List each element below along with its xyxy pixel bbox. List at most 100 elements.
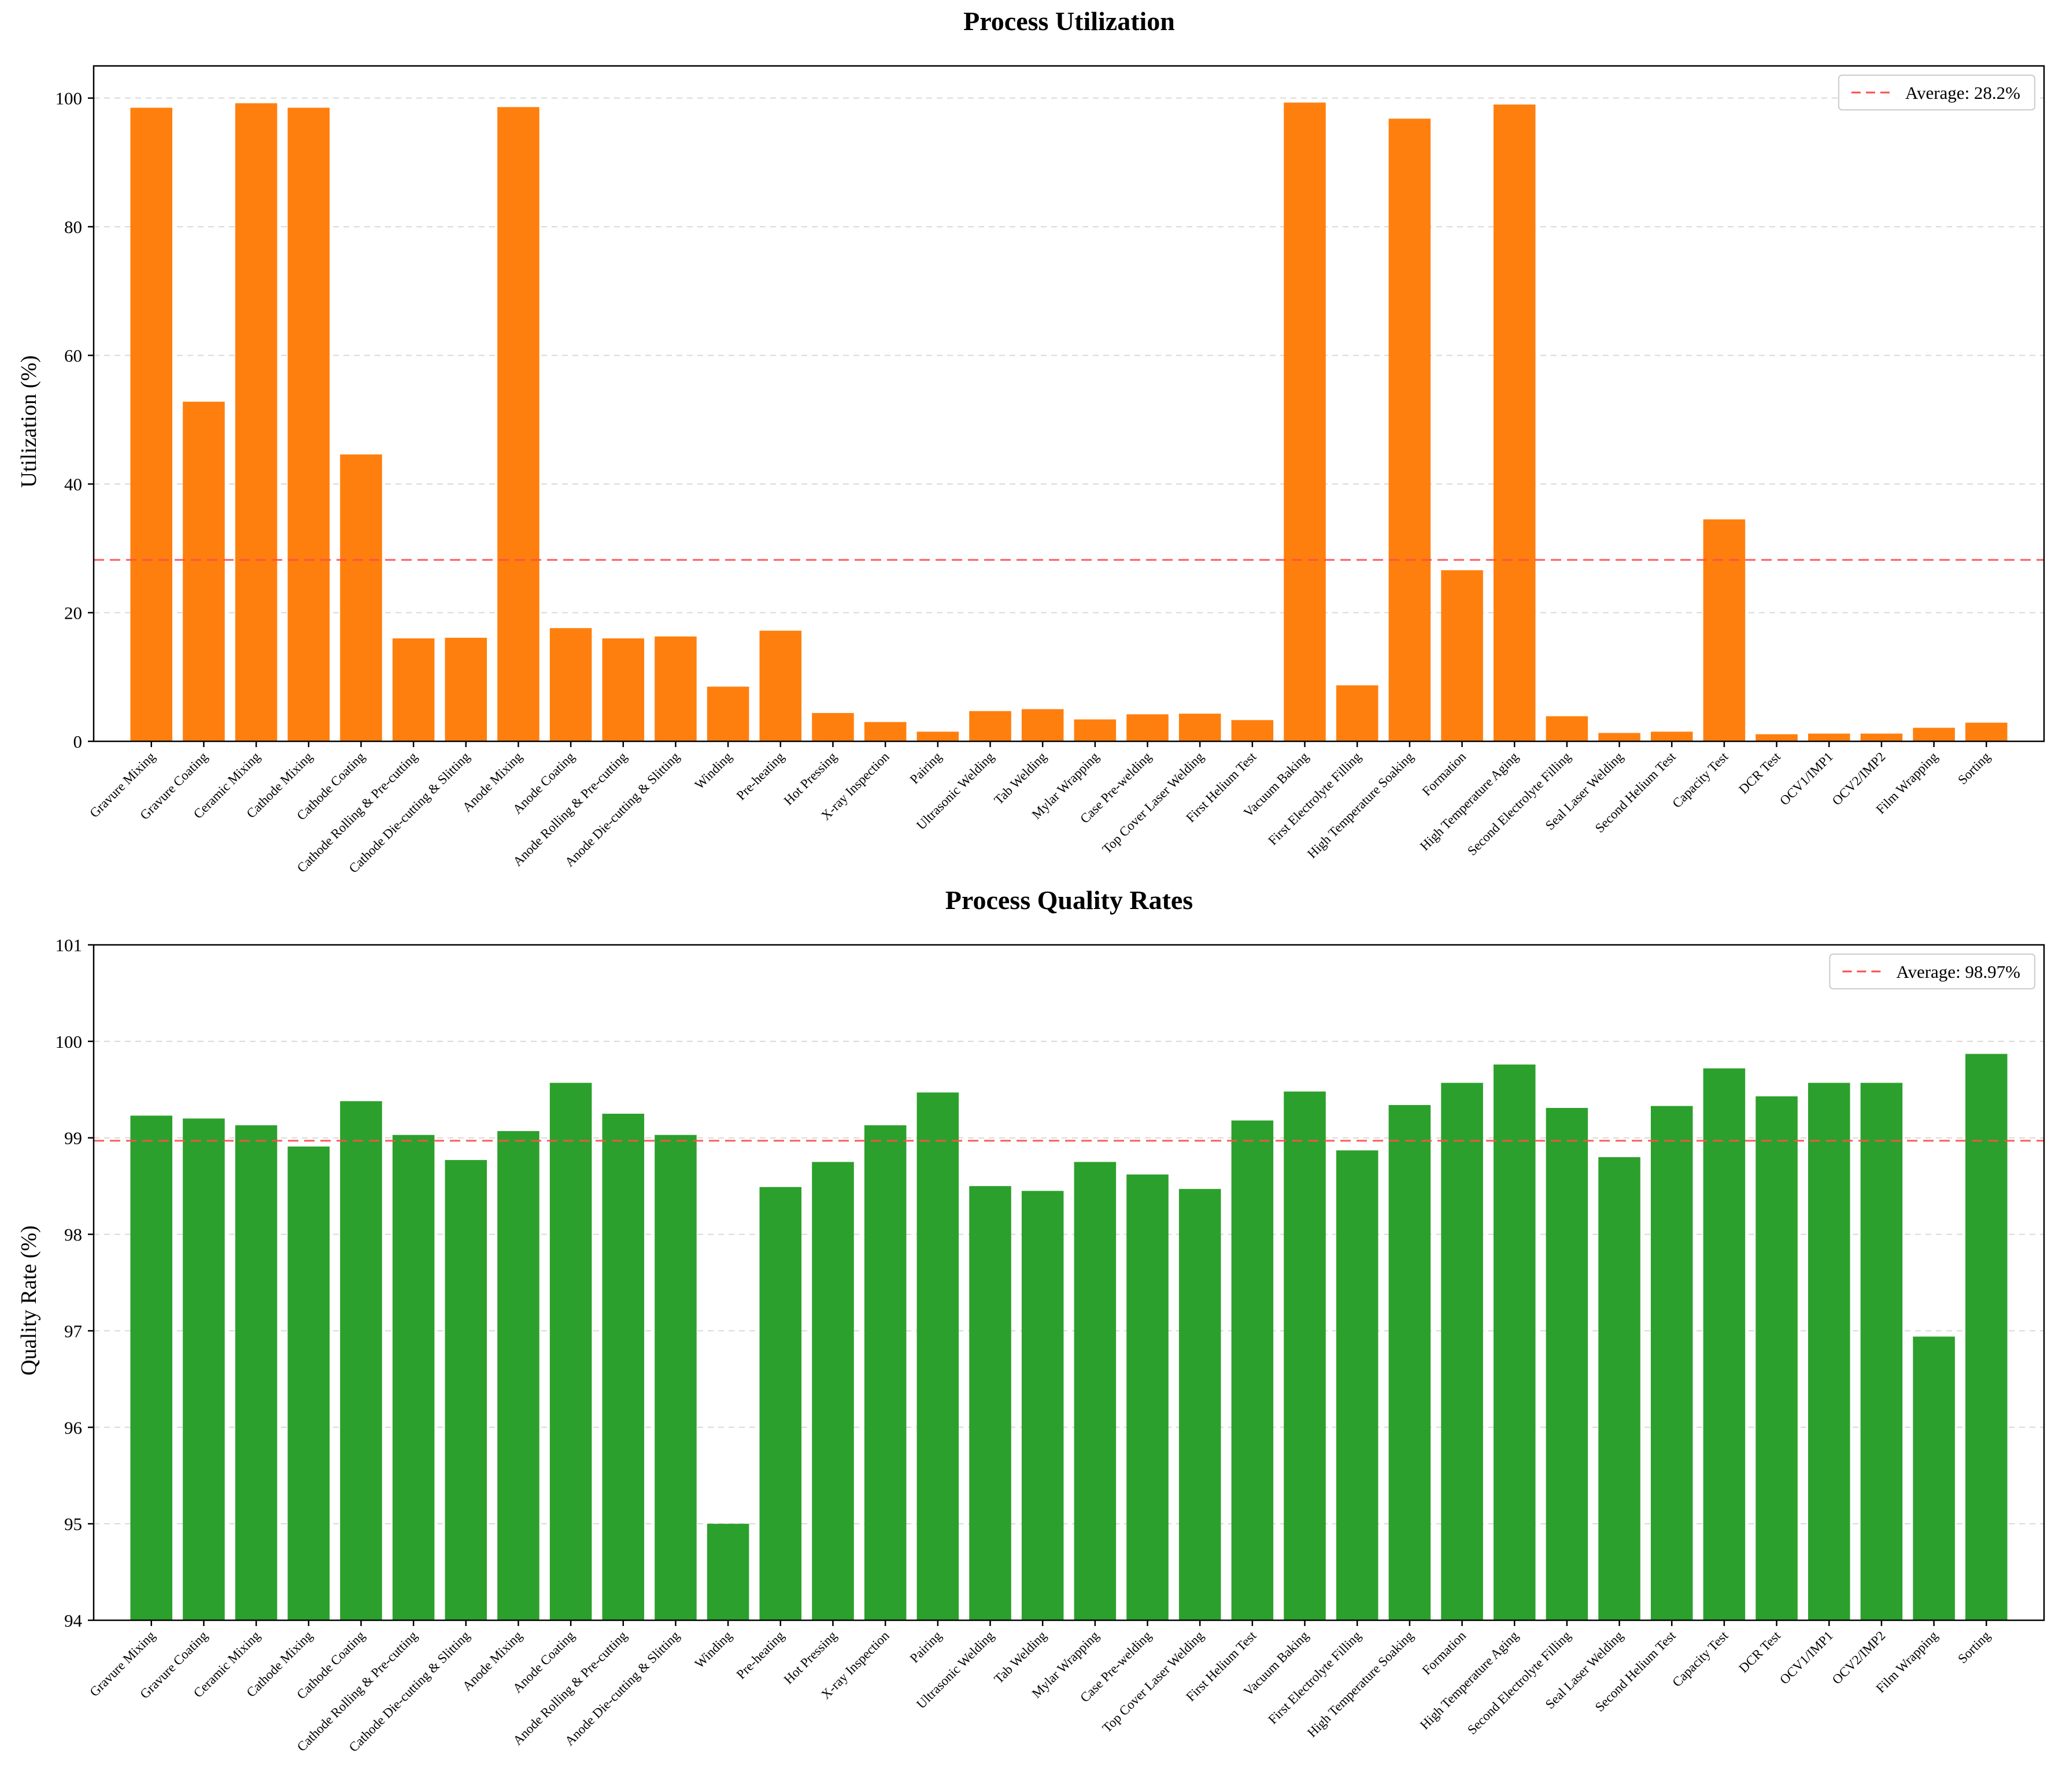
quality-x-tick-label: OCV1/IMP1 bbox=[1777, 1628, 1836, 1687]
utilization-bar bbox=[1703, 519, 1746, 741]
utilization-bar bbox=[1388, 119, 1431, 742]
quality-bar bbox=[1231, 1120, 1274, 1620]
quality-bar bbox=[969, 1186, 1011, 1620]
utilization-x-tick-label: Pre-heating bbox=[734, 749, 788, 803]
quality-bar bbox=[392, 1135, 435, 1620]
quality-x-tick-label: Winding bbox=[692, 1628, 735, 1671]
utilization-x-tick-label: High Temperature Aging bbox=[1417, 749, 1521, 853]
quality-gridlines bbox=[94, 1040, 2044, 1525]
utilization-x-tick-label: First Electrolyte Filling bbox=[1265, 749, 1364, 848]
quality-y-ticks: 94 95 96 97 98 99 100 101 bbox=[56, 935, 94, 1631]
utilization-gridlines bbox=[94, 97, 2044, 614]
quality-bar bbox=[445, 1160, 487, 1620]
quality-x-tick-label: High Temperature Soaking bbox=[1304, 1628, 1417, 1741]
utilization-bar bbox=[864, 722, 907, 741]
utilization-bar bbox=[655, 636, 697, 741]
quality-x-tick-label: Anode Die-cutting & Slitting bbox=[562, 1628, 682, 1749]
utilization-bar bbox=[1913, 727, 1955, 741]
quality-bar bbox=[1860, 1082, 1903, 1620]
utilization-bar bbox=[1074, 719, 1117, 741]
utilization-bar bbox=[1441, 570, 1483, 741]
utilization-x-tick-label: Formation bbox=[1420, 749, 1469, 799]
quality-x-tick-label: OCV2/IMP2 bbox=[1830, 1628, 1888, 1687]
utilization-y-tick-label: 100 bbox=[56, 88, 83, 109]
quality-bar bbox=[1650, 1106, 1693, 1620]
quality-bar bbox=[497, 1131, 539, 1620]
quality-bar bbox=[1493, 1064, 1536, 1620]
quality-bar bbox=[549, 1082, 592, 1620]
utilization-bar bbox=[759, 630, 802, 741]
utilization-bar bbox=[1965, 722, 2008, 741]
quality-bar bbox=[602, 1114, 645, 1620]
quality-bar bbox=[916, 1092, 959, 1620]
quality-x-tick-label: Hot Pressing bbox=[781, 1628, 840, 1687]
utilization-x-tick-label: OCV2/IMP2 bbox=[1830, 749, 1888, 808]
utilization-bar bbox=[183, 401, 225, 741]
utilization-legend: Average: 28.2% bbox=[1838, 75, 2035, 110]
utilization-x-tick-label: Tab Welding bbox=[991, 749, 1049, 808]
quality-bar bbox=[130, 1115, 173, 1620]
utilization-bar bbox=[916, 731, 959, 741]
quality-y-tick-label: 100 bbox=[56, 1032, 83, 1052]
utilization-x-tick-label: Top Cover Laser Welding bbox=[1100, 749, 1207, 857]
quality-x-tick-label: DCR Test bbox=[1736, 1628, 1783, 1675]
quality-y-tick-label: 96 bbox=[64, 1417, 82, 1438]
quality-chart: Process Quality Rates Quality Rate (%) 9… bbox=[17, 885, 2045, 1755]
utilization-bar bbox=[549, 628, 592, 741]
utilization-plot-frame bbox=[93, 65, 2045, 742]
quality-bar bbox=[1021, 1191, 1064, 1620]
utilization-x-tick-label: Sorting bbox=[1955, 749, 1993, 788]
quality-x-tick-label: Pre-heating bbox=[734, 1628, 788, 1682]
quality-bar bbox=[864, 1125, 907, 1620]
utilization-bar bbox=[1336, 685, 1378, 741]
quality-bar bbox=[707, 1524, 749, 1620]
quality-bar bbox=[655, 1135, 697, 1620]
utilization-bar bbox=[1650, 731, 1693, 741]
utilization-axes bbox=[93, 65, 2045, 742]
utilization-y-tick-label: 60 bbox=[64, 346, 82, 366]
utilization-y-tick-label: 0 bbox=[73, 731, 83, 752]
utilization-bar bbox=[707, 686, 749, 741]
utilization-x-tick-label: Winding bbox=[692, 749, 735, 792]
utilization-bar bbox=[392, 638, 435, 741]
quality-bars bbox=[130, 1054, 2008, 1620]
quality-x-tick-label: Top Cover Laser Welding bbox=[1100, 1628, 1207, 1736]
utilization-y-tick-label: 20 bbox=[64, 603, 82, 623]
quality-bar bbox=[1388, 1104, 1431, 1620]
utilization-x-tick-label: Hot Pressing bbox=[781, 749, 840, 808]
quality-bar bbox=[287, 1146, 330, 1620]
utilization-bar bbox=[1178, 714, 1221, 741]
utilization-legend-label: Average: 28.2% bbox=[1905, 83, 2020, 103]
utilization-bar bbox=[1021, 709, 1064, 741]
quality-bar bbox=[1546, 1107, 1588, 1620]
quality-bar bbox=[759, 1187, 802, 1620]
utilization-bar bbox=[1231, 720, 1274, 741]
quality-bar bbox=[1074, 1162, 1117, 1620]
utilization-legend-box bbox=[1838, 75, 2035, 110]
utilization-y-axis-label: Utilization (%) bbox=[17, 356, 41, 488]
utilization-chart-title: Process Utilization bbox=[963, 6, 1175, 36]
quality-bar bbox=[1441, 1082, 1483, 1620]
utilization-bar bbox=[1546, 716, 1588, 741]
quality-bar bbox=[1336, 1150, 1378, 1620]
utilization-bar bbox=[602, 638, 645, 741]
utilization-bar bbox=[130, 108, 173, 741]
quality-plot-frame bbox=[93, 944, 2045, 1621]
quality-x-tick-label: High Temperature Aging bbox=[1417, 1628, 1521, 1732]
quality-bar bbox=[1965, 1054, 2008, 1620]
quality-legend: Average: 98.97% bbox=[1829, 954, 2035, 989]
utilization-x-tick-label: High Temperature Soaking bbox=[1304, 749, 1417, 862]
quality-x-tick-label: Formation bbox=[1420, 1628, 1469, 1678]
utilization-bar bbox=[1126, 714, 1169, 741]
utilization-bar bbox=[812, 713, 854, 741]
quality-bar bbox=[183, 1118, 225, 1620]
quality-y-tick-label: 94 bbox=[64, 1610, 83, 1631]
utilization-bar bbox=[445, 637, 487, 741]
utilization-bar bbox=[1493, 104, 1536, 741]
quality-y-tick-label: 98 bbox=[64, 1225, 82, 1245]
utilization-chart: Process Utilization Utilization (%) 0 20 4… bbox=[17, 6, 2045, 876]
utilization-bar bbox=[235, 103, 278, 742]
utilization-y-tick-label: 40 bbox=[64, 474, 82, 494]
utilization-y-tick-label: 80 bbox=[64, 217, 82, 237]
